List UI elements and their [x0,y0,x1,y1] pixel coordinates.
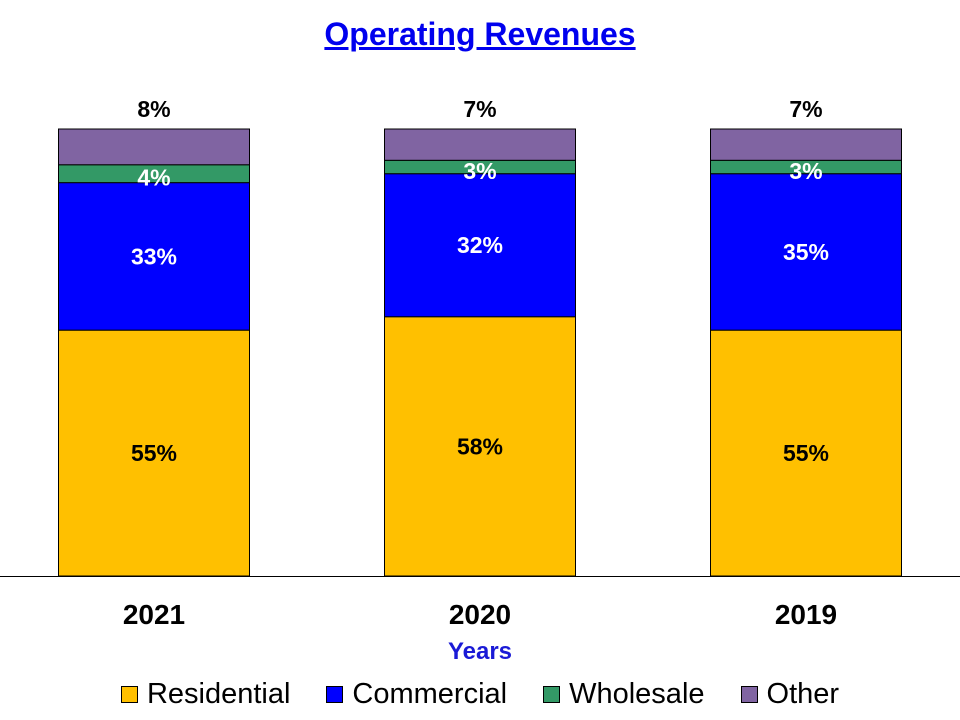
legend-label-other: Other [766,678,840,710]
legend-swatch-other [740,686,758,703]
x-tick-label-2020: 2020 [449,599,511,630]
data-label-2020-residential: 58% [457,433,503,459]
x-tick-label-2019: 2019 [775,599,837,630]
data-label-2020-wholesale: 3% [463,158,496,184]
legend-item-residential: Residential [120,678,291,711]
legend-item-commercial: Commercial [326,678,507,711]
data-label-2019-commercial: 35% [783,239,829,265]
legend-swatch-residential [120,686,138,703]
data-label-2019-other: 7% [789,96,822,122]
bar-2021-residential [58,329,250,577]
chart-title: Operating Revenues [324,16,636,52]
legend-item-other: Other [740,678,840,711]
legend-label-wholesale: Wholesale [569,678,705,710]
data-label-2021-other: 8% [137,96,170,122]
legend: Residential Commercial Wholesale Other [0,678,960,711]
x-tick-label-2021: 2021 [123,599,185,630]
legend-label-commercial: Commercial [352,678,508,710]
data-label-2020-other: 7% [463,96,496,122]
bar-2021-other [58,128,250,166]
bar-2019-other [710,128,902,161]
legend-label-residential: Residential [146,678,291,710]
bar-2020-residential [384,316,576,577]
legend-swatch-wholesale [543,686,561,703]
bar-2019-commercial [710,173,902,331]
data-label-2021-commercial: 33% [131,243,177,269]
legend-item-wholesale: Wholesale [543,678,705,711]
data-label-2021-residential: 55% [131,440,177,466]
legend-swatch-commercial [326,686,344,703]
data-label-2019-residential: 55% [783,440,829,466]
x-axis-label: Years [447,638,513,665]
data-label-2021-wholesale: 4% [137,165,170,191]
bar-2020-other [384,128,576,161]
data-label-2019-wholesale: 3% [789,158,822,184]
data-label-2020-commercial: 32% [457,232,503,258]
